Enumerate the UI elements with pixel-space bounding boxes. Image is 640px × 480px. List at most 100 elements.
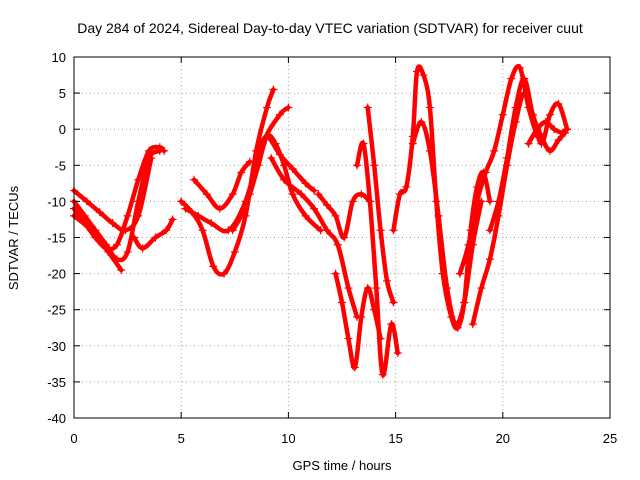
series-trace-20 [485, 74, 569, 235]
data-point [359, 139, 368, 148]
data-point [558, 128, 567, 137]
y-tick-label: -5 [54, 158, 66, 173]
x-axis-label: GPS time / hours [293, 458, 392, 473]
series-trace-10 [254, 132, 319, 195]
data-point [275, 150, 284, 159]
data-point [340, 233, 349, 242]
series-line [191, 159, 253, 211]
data-point [383, 276, 392, 285]
data-point [498, 110, 507, 119]
series-trace-11 [267, 154, 362, 321]
x-tick-label: 10 [281, 431, 295, 446]
data-point [262, 103, 271, 112]
data-point [254, 161, 263, 170]
y-tick-label: -40 [47, 411, 66, 426]
data-point [151, 233, 160, 242]
series-trace-8 [190, 157, 254, 213]
y-tick-label: -20 [47, 267, 66, 282]
series-line [131, 217, 175, 251]
data-point [378, 370, 387, 379]
data-point [310, 186, 319, 195]
data-point [389, 226, 398, 235]
data-point [82, 197, 91, 206]
data-point [545, 146, 554, 155]
data-point [117, 265, 126, 274]
data-point [190, 175, 199, 184]
data-point [160, 146, 169, 155]
data-series [70, 63, 572, 379]
data-point [123, 247, 132, 256]
data-point [338, 298, 346, 307]
data-point [87, 226, 96, 235]
data-point [481, 168, 490, 177]
data-point [220, 269, 229, 278]
data-point [541, 117, 550, 126]
series-line [230, 133, 323, 233]
data-point [108, 219, 117, 228]
data-point [209, 262, 218, 271]
data-point [288, 190, 297, 199]
data-point [145, 146, 154, 155]
data-point [425, 103, 434, 112]
data-point [301, 211, 310, 220]
data-point [528, 110, 537, 119]
data-point [202, 190, 211, 199]
series-line [178, 87, 276, 277]
data-point [215, 204, 224, 213]
data-point [181, 204, 190, 213]
data-point [134, 211, 143, 220]
data-point [310, 204, 319, 213]
series-trace-5 [130, 215, 177, 253]
data-point [503, 154, 512, 163]
data-point [434, 211, 443, 220]
data-point [134, 175, 143, 184]
data-point [269, 85, 278, 94]
data-point [245, 190, 254, 199]
data-point [494, 197, 503, 206]
data-point [511, 103, 520, 112]
data-point [322, 201, 331, 210]
y-tick-label: -25 [47, 303, 66, 318]
data-point [207, 219, 216, 228]
data-point [162, 226, 171, 235]
data-point [155, 143, 164, 152]
data-point [198, 226, 207, 235]
data-point [455, 269, 464, 278]
data-point [533, 125, 542, 134]
data-point [365, 197, 374, 206]
series-line [457, 64, 540, 276]
y-tick-label: -35 [47, 375, 66, 390]
data-point [490, 146, 499, 155]
series-line [470, 90, 570, 327]
series-trace-21 [524, 117, 572, 148]
data-point [322, 226, 331, 235]
chart-title: Day 284 of 2024, Sidereal Day-to-day VTE… [77, 20, 583, 36]
data-point [419, 71, 428, 80]
data-point [393, 349, 402, 358]
series-line [487, 76, 568, 233]
data-point [363, 103, 372, 112]
axis-ticks: -40 -35 -30 -25 -20 -15 -10 -5 0 5 10 0 5 10 15 20 25 [47, 50, 617, 446]
series-trace-12 [314, 190, 374, 242]
data-point [331, 269, 340, 278]
data-point [554, 99, 563, 108]
data-point [563, 125, 572, 134]
data-point [245, 157, 254, 166]
data-point [425, 146, 434, 155]
data-point [473, 197, 482, 206]
y-tick-label: 0 [59, 122, 66, 137]
data-point [344, 334, 353, 343]
data-point [331, 211, 340, 220]
data-point [130, 233, 139, 242]
data-point [370, 161, 379, 170]
series-line [183, 105, 291, 234]
data-point [280, 175, 289, 184]
data-point [112, 240, 121, 249]
data-point [460, 298, 469, 307]
data-point [413, 67, 422, 76]
data-point [230, 247, 239, 256]
data-point [353, 161, 362, 170]
data-point [228, 226, 237, 235]
data-point [395, 190, 404, 199]
data-point [477, 284, 486, 293]
